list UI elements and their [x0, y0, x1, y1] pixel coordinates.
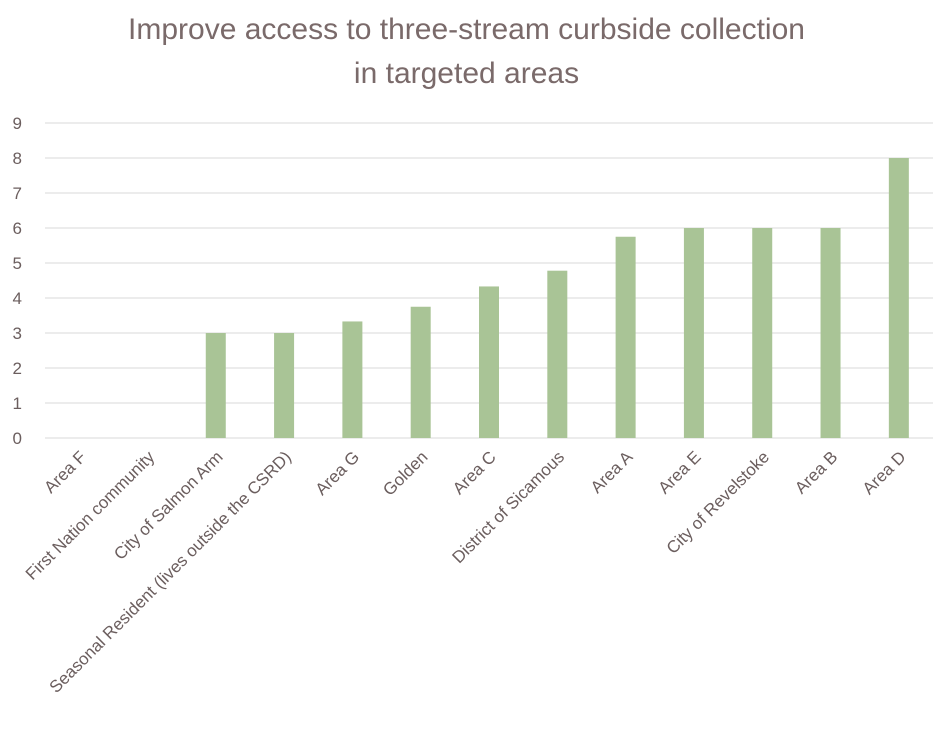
bar-6 [479, 286, 499, 438]
bar-10 [752, 228, 773, 438]
x-category-label: Area F [40, 447, 90, 497]
y-tick-label: 0 [13, 429, 22, 448]
bar-9 [683, 228, 704, 438]
bar-12 [888, 158, 909, 438]
y-tick-label: 5 [13, 254, 22, 273]
bar-4 [342, 321, 363, 438]
y-tick-label: 4 [13, 289, 22, 308]
y-axis-ticks: 0 1 2 3 4 5 6 7 8 9 [13, 114, 22, 448]
x-category-label: Area D [859, 447, 910, 498]
bar-3 [274, 333, 295, 438]
bar-2 [205, 333, 226, 438]
y-tick-label: 3 [13, 324, 22, 343]
x-category-label: Area A [587, 447, 637, 497]
x-category-label: Area B [791, 447, 841, 497]
chart-title-line-2: in targeted areas [353, 57, 580, 90]
x-category-label: First Nation community [22, 447, 159, 584]
x-category-label: Area E [655, 447, 705, 497]
bar-11 [820, 228, 841, 438]
y-tick-label: 7 [13, 184, 22, 203]
bars [205, 158, 909, 438]
x-category-label: Seasonal Resident (lives outside the CSR… [46, 447, 295, 696]
y-tick-label: 2 [13, 359, 22, 378]
y-tick-label: 6 [13, 219, 22, 238]
bar-8 [615, 236, 636, 438]
bar-7 [547, 270, 568, 438]
x-category-label: Golden [379, 447, 431, 499]
x-category-label: Area C [449, 447, 500, 498]
chart-title: Improve access to three-stream curbside … [0, 8, 933, 96]
chart-title-line-1: Improve access to three-stream curbside … [128, 13, 805, 46]
x-category-label: District of Sicamous [448, 447, 568, 567]
y-tick-label: 1 [13, 394, 22, 413]
y-tick-label: 8 [13, 149, 22, 168]
bar-5 [410, 306, 431, 438]
y-tick-label: 9 [13, 114, 22, 133]
x-category-label: Area G [312, 447, 364, 499]
